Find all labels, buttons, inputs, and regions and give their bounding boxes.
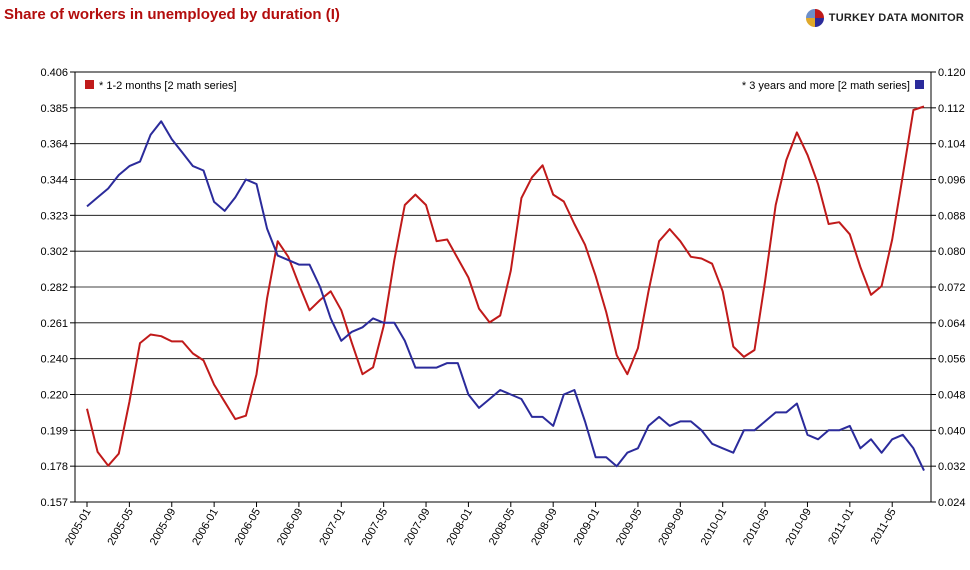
left-tick-label: 0.385 [40,103,68,115]
series-lines [86,105,925,472]
right-tick-label: 0.056 [938,354,966,366]
x-tick-label: 2005-05 [105,507,136,548]
x-tick-label: 2007-05 [360,507,391,548]
x-tick-label: 2009-01 [572,507,603,548]
brand-name: TURKEY DATA MONITOR [828,12,964,24]
x-tick-label: 2005-09 [148,507,179,548]
left-tick-label: 0.323 [40,210,68,222]
legend-swatch-one-two-months [85,80,94,89]
x-tick-label: 2006-09 [275,507,306,548]
x-tick-label: 2006-05 [233,507,264,548]
right-tick-label: 0.096 [938,175,966,187]
right-tick-label: 0.040 [938,425,966,437]
x-tick-label: 2009-05 [614,507,645,548]
legend-label-three-years-plus: * 3 years and more [2 math series] [742,80,910,92]
x-tick-label: 2006-01 [190,507,221,548]
x-tick-label: 2008-09 [529,507,560,548]
series-line-one-two-months [86,105,925,467]
x-axis-ticks: 2005-01 2005-05 2005-09 2006-01 2006-05 2006-… [63,502,899,547]
legend-label-one-two-months: * 1-2 months [2 math series] [99,80,237,92]
left-tick-label: 0.344 [40,175,68,187]
x-tick-label: 2010-01 [699,507,730,548]
right-tick-label: 0.112 [938,103,965,115]
right-tick-label: 0.120 [938,67,966,79]
x-tick-label: 2010-09 [783,507,814,548]
right-tick-label: 0.024 [938,497,966,509]
right-tick-label: 0.048 [938,390,966,402]
right-tick-label: 0.064 [938,318,966,330]
chart-title: Share of workers in unemployed by durati… [4,6,340,23]
right-tick-label: 0.080 [938,246,966,258]
x-tick-label: 2011-01 [826,507,856,547]
x-tick-label: 2007-09 [402,507,433,548]
x-tick-label: 2010-05 [741,507,772,548]
left-tick-label: 0.240 [40,354,68,366]
right-tick-label: 0.104 [938,139,966,151]
x-tick-label: 2007-01 [317,507,348,548]
left-tick-label: 0.220 [40,390,68,402]
left-tick-label: 0.261 [40,318,68,330]
legend-swatch-three-years-plus [915,80,924,89]
left-tick-label: 0.406 [40,67,68,79]
legend: * 1-2 months [2 math series] * 3 years an… [85,80,924,92]
x-tick-label: 2008-01 [444,507,475,548]
right-tick-label: 0.032 [938,461,966,473]
left-tick-label: 0.302 [40,246,68,258]
left-tick-label: 0.282 [40,282,68,294]
left-tick-label: 0.199 [40,425,68,437]
left-tick-label: 0.157 [40,497,68,509]
right-tick-label: 0.088 [938,210,966,222]
x-tick-label: 2008-05 [487,507,518,548]
left-tick-label: 0.364 [40,139,68,151]
x-tick-label: 2009-09 [656,507,687,548]
x-tick-label: 2011-05 [869,507,899,547]
series-line-three-years-plus [86,120,925,472]
brand-logo: TURKEY DATA MONITOR [805,8,964,28]
x-tick-label: 2005-01 [63,507,94,548]
left-tick-label: 0.178 [40,461,68,473]
right-axis-ticks: 0.120 0.112 0.104 0.096 0.088 0.080 0.072 0.064… [931,67,966,509]
right-tick-label: 0.072 [938,282,966,294]
left-axis-ticks: 0.406 0.385 0.364 0.344 0.323 0.302 0.282 0.261… [40,67,75,509]
grid-lines [74,71,932,503]
pie-logo-icon [805,9,824,27]
